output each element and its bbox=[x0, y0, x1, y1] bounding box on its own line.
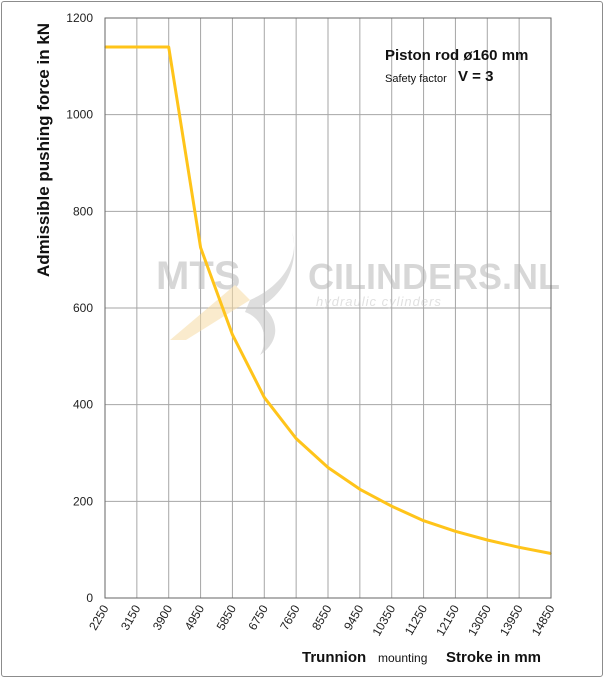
x-axis-title-right: Stroke in mm bbox=[446, 649, 541, 666]
x-tick-label: 14850 bbox=[529, 602, 558, 638]
data-point bbox=[486, 539, 489, 541]
y-tick-label: 600 bbox=[73, 301, 93, 315]
y-tick-label: 800 bbox=[73, 204, 93, 218]
safety-factor-value: V = 3 bbox=[458, 68, 493, 85]
x-tick-label: 11250 bbox=[402, 602, 431, 637]
data-point bbox=[422, 519, 425, 522]
x-tick-label: 4950 bbox=[182, 602, 208, 632]
y-tick-label: 200 bbox=[73, 494, 93, 508]
x-tick-label: 8550 bbox=[309, 602, 335, 632]
x-tick-label: 7650 bbox=[277, 602, 303, 632]
data-point bbox=[199, 246, 202, 249]
y-axis-title: Admissible pushing force in kN bbox=[34, 23, 53, 277]
data-point bbox=[518, 546, 520, 549]
x-tick-label: 10350 bbox=[370, 602, 399, 638]
data-point bbox=[359, 488, 361, 491]
data-point bbox=[454, 530, 457, 533]
data-point bbox=[231, 333, 234, 336]
watermark-logo: MTS CILINDERS.NL hydraulic cylinders bbox=[156, 232, 560, 355]
watermark-tagline: hydraulic cylinders bbox=[316, 294, 442, 309]
x-tick-label: 13950 bbox=[497, 602, 526, 638]
x-tick-label: 3900 bbox=[150, 602, 176, 632]
data-point bbox=[167, 46, 170, 48]
watermark-swoosh-grey bbox=[245, 232, 295, 355]
y-tick-label: 1200 bbox=[66, 11, 93, 25]
x-tick-label: 9450 bbox=[341, 602, 367, 632]
y-tick-label: 1000 bbox=[66, 108, 93, 122]
x-axis-title-left: Trunnion bbox=[302, 649, 366, 666]
data-point bbox=[295, 437, 297, 440]
data-point bbox=[327, 466, 329, 469]
y-tick-label: 400 bbox=[73, 398, 93, 412]
watermark-name: CILINDERS.NL bbox=[308, 256, 560, 297]
y-tick-labels: 0 200 400 600 800 1000 1200 bbox=[66, 11, 93, 605]
x-tick-label: 3150 bbox=[118, 602, 144, 632]
data-point bbox=[390, 505, 393, 507]
x-tick-label: 5850 bbox=[214, 602, 240, 632]
y-tick-label: 0 bbox=[86, 591, 93, 605]
x-axis-title-sub: mounting bbox=[378, 651, 427, 665]
data-point bbox=[263, 396, 266, 399]
watermark-swoosh-orange bbox=[170, 285, 250, 340]
piston-rod-annotation: Piston rod ø160 mm bbox=[385, 47, 528, 64]
safety-factor-label: Safety factor bbox=[385, 73, 447, 85]
x-tick-label: 13050 bbox=[465, 602, 494, 638]
plot-border bbox=[104, 17, 552, 599]
x-tick-label: 6750 bbox=[245, 602, 271, 632]
data-point bbox=[136, 46, 138, 48]
x-tick-label: 12150 bbox=[433, 602, 462, 638]
watermark-brand: MTS bbox=[156, 254, 240, 298]
x-tick-label: 2250 bbox=[86, 602, 112, 632]
x-tick-labels: 2250 3150 3900 4950 5850 6750 7650 8550 9450 1035… bbox=[86, 602, 558, 638]
